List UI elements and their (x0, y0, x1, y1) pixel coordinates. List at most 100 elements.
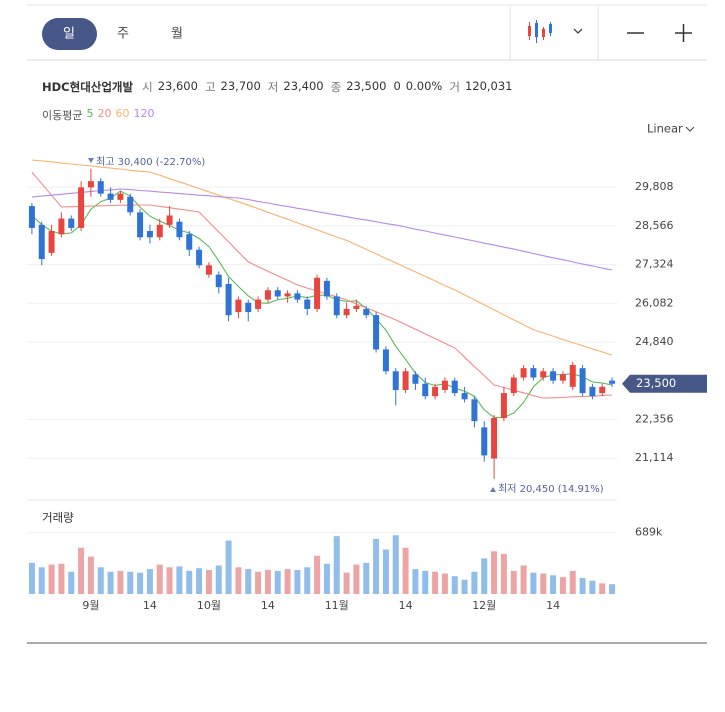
volume-bar (323, 563, 330, 594)
volume-bar (68, 571, 75, 594)
volume-bar (146, 569, 153, 594)
candle-body (363, 308, 370, 316)
scale-dropdown[interactable] (685, 126, 695, 132)
volume-bar (28, 562, 35, 594)
candle-body (530, 368, 537, 378)
candle-body (461, 393, 468, 400)
candle-body (196, 249, 203, 266)
candle-body (343, 308, 350, 316)
ma-line (31, 159, 613, 356)
volume-bar (38, 567, 45, 594)
volume-bar (559, 577, 566, 594)
volume-bar (402, 547, 409, 594)
candle-body (38, 224, 45, 260)
candle-body (422, 383, 429, 397)
candle-body (382, 349, 389, 372)
candle-body (117, 193, 124, 200)
high-note: 최고 30,400 (-22.70%) (96, 156, 205, 168)
x-tick-label: 14 (399, 599, 413, 612)
volume-bar (314, 555, 321, 594)
ma-legend-item: 5 (86, 107, 94, 120)
volume-bar (461, 579, 468, 594)
volume-bar (363, 562, 370, 594)
candle-body (599, 386, 606, 394)
volume-bar (412, 569, 419, 594)
quote-value: 23,400 (283, 79, 324, 93)
candle-body (107, 193, 114, 200)
quote-value: 23,700 (220, 79, 261, 93)
volume-bar (294, 569, 301, 594)
volume-bar (609, 584, 616, 594)
volume-bar (255, 571, 262, 594)
quote-header: HDC현대산업개발 시 23,600 고 23,700 저 23,400 종 23,50… (42, 79, 513, 95)
candle-body (550, 371, 557, 381)
candle-body (176, 221, 183, 238)
quote-label: 저 (267, 80, 279, 94)
candle-body (559, 374, 566, 381)
tab-active[interactable] (42, 18, 97, 50)
volume-bar (245, 569, 252, 594)
volume-bar (156, 564, 163, 594)
volume-bar (491, 551, 498, 594)
volume-bar (137, 572, 144, 594)
volume-bar (117, 570, 124, 594)
ma-legend-item: 20 (97, 107, 112, 120)
candle-icon[interactable] (528, 20, 552, 43)
volume-bar (176, 566, 183, 594)
candle-body (156, 224, 163, 238)
candle-body (510, 377, 517, 394)
volume-bar (579, 577, 586, 594)
tab[interactable]: 일 (63, 27, 75, 42)
volume-bar (235, 567, 242, 594)
candle-body (58, 218, 65, 235)
candle-body (284, 293, 291, 297)
candle-body (264, 290, 271, 300)
volume-bar (599, 583, 606, 594)
volume-label: 거 (449, 80, 460, 94)
ma-line (31, 171, 613, 399)
candle-body (186, 234, 193, 250)
candle-body (48, 231, 55, 253)
candle-body (127, 196, 134, 213)
ma-line (31, 188, 613, 271)
candle-body (540, 371, 547, 378)
ma-legend-item: 120 (133, 107, 155, 120)
y-tick-label: 21,114 (635, 451, 674, 464)
volume-bar (48, 564, 55, 594)
scale-selector[interactable]: Linear (647, 122, 683, 136)
quote-label: 종 (330, 80, 342, 94)
volume-bar (215, 565, 222, 594)
volume-bar (432, 571, 439, 594)
zoom-in[interactable] (675, 24, 692, 42)
volume-bar (520, 565, 527, 594)
volume-bar (471, 571, 478, 594)
volume-bar (107, 571, 114, 594)
candle-body (402, 371, 409, 390)
tab[interactable]: 월 (171, 27, 183, 42)
dropdown-icon[interactable] (573, 28, 583, 34)
x-tick-label: 14 (143, 599, 157, 612)
tab[interactable]: 주 (117, 27, 129, 42)
volume-bar (87, 556, 94, 594)
volume-bar (500, 553, 507, 594)
volume-bar (58, 563, 65, 594)
volume-bar (333, 536, 340, 594)
candle-body (432, 386, 439, 397)
volume-bar (392, 535, 399, 594)
volume-bar (196, 568, 203, 594)
volume-bar (274, 570, 281, 594)
candle-body (205, 265, 212, 275)
candle-body (255, 299, 262, 309)
volume-value: 120,031 (464, 79, 513, 93)
volume-bar (186, 570, 193, 594)
candle-body (166, 215, 173, 225)
candle-body (441, 380, 448, 390)
candle-body (500, 393, 507, 419)
volume-bar (530, 572, 537, 594)
candle-body (353, 305, 360, 309)
price-tag (622, 374, 707, 393)
volume-title: 거래량 (42, 511, 74, 525)
x-tick-label: 12월 (472, 599, 496, 612)
stock-name: HDC현대산업개발 (42, 80, 134, 94)
